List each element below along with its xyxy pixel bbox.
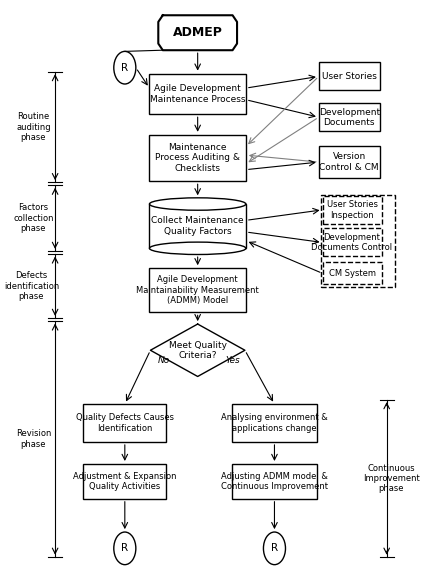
FancyBboxPatch shape — [322, 228, 382, 256]
Text: User Stories: User Stories — [322, 72, 377, 81]
FancyBboxPatch shape — [83, 404, 166, 442]
Ellipse shape — [149, 198, 246, 210]
FancyBboxPatch shape — [83, 464, 166, 499]
Text: Factors
collection
phase: Factors collection phase — [13, 203, 54, 233]
Text: Collect Maintenance
Quality Factors: Collect Maintenance Quality Factors — [151, 217, 244, 236]
Text: CM System: CM System — [329, 269, 376, 278]
FancyBboxPatch shape — [149, 268, 246, 312]
Text: Quality Defects Causes
Identification: Quality Defects Causes Identification — [76, 413, 174, 433]
Text: Yes: Yes — [226, 356, 241, 365]
FancyBboxPatch shape — [319, 62, 380, 91]
Text: Analysing environment &
applications change: Analysing environment & applications cha… — [221, 413, 328, 433]
Text: Version
Control & CM: Version Control & CM — [319, 152, 379, 172]
Text: User Stories
Inspection: User Stories Inspection — [327, 200, 378, 220]
Text: R: R — [121, 62, 129, 72]
Text: Development
Documents: Development Documents — [319, 107, 380, 127]
FancyBboxPatch shape — [232, 404, 317, 442]
Text: Meet Quality
Criteria?: Meet Quality Criteria? — [169, 340, 227, 360]
FancyBboxPatch shape — [319, 103, 380, 131]
Text: Continuous
Improvement
phase: Continuous Improvement phase — [363, 464, 420, 493]
Text: Maintenance
Process Auditing &
Checklists: Maintenance Process Auditing & Checklist… — [155, 143, 240, 173]
Circle shape — [264, 532, 286, 565]
Text: Development
Documents Control: Development Documents Control — [311, 233, 393, 252]
Circle shape — [114, 532, 136, 565]
FancyBboxPatch shape — [322, 196, 382, 224]
Text: Routine
auditing
phase: Routine auditing phase — [16, 112, 51, 142]
FancyBboxPatch shape — [149, 204, 246, 248]
Text: Agile Development
Maintainability Measurement
(ADMM) Model: Agile Development Maintainability Measur… — [136, 275, 259, 305]
Text: ADMEP: ADMEP — [173, 26, 222, 39]
Text: Adjusting ADMM model &
Continuous Improvement: Adjusting ADMM model & Continuous Improv… — [221, 472, 328, 491]
Text: Defects
identification
phase: Defects identification phase — [4, 272, 59, 301]
Text: Adjustment & Expansion
Quality Activities: Adjustment & Expansion Quality Activitie… — [73, 472, 176, 491]
FancyBboxPatch shape — [232, 464, 317, 499]
Ellipse shape — [149, 242, 246, 255]
FancyBboxPatch shape — [322, 262, 382, 284]
Text: R: R — [121, 543, 129, 554]
FancyBboxPatch shape — [149, 74, 246, 114]
Text: No: No — [158, 356, 170, 365]
Circle shape — [114, 51, 136, 84]
Text: Revision
phase: Revision phase — [16, 429, 51, 449]
Text: Agile Development
Maintenance Process: Agile Development Maintenance Process — [150, 84, 245, 103]
FancyBboxPatch shape — [149, 135, 246, 181]
Text: R: R — [271, 543, 278, 554]
FancyBboxPatch shape — [319, 146, 380, 178]
